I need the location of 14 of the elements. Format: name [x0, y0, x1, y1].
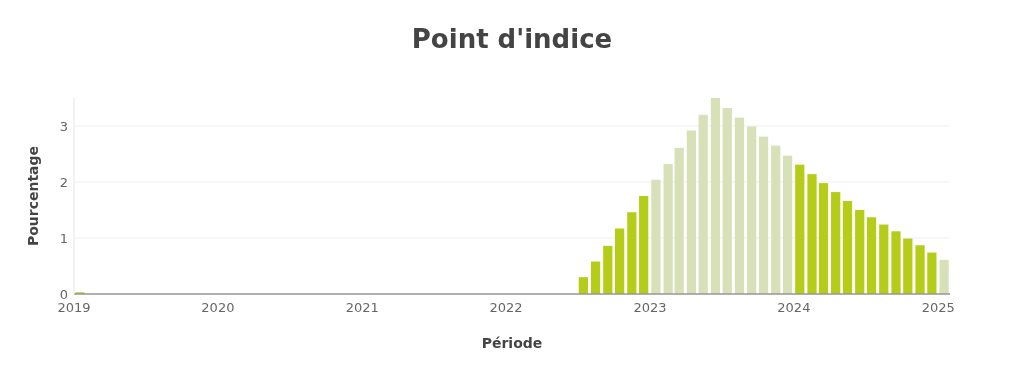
x-tick-label: 2023	[633, 300, 667, 315]
y-tick-label: 2	[59, 174, 68, 190]
x-tick-label: 2020	[201, 300, 235, 315]
chart-title: Point d'indice	[411, 24, 613, 54]
x-tick-label: 2022	[489, 300, 523, 315]
x-tick-label: 2019	[57, 300, 91, 315]
x-tick-label: 2024	[777, 300, 811, 315]
x-tick-label: 2021	[345, 300, 379, 315]
x-tick-label: 2025	[921, 300, 955, 315]
y-tick-label: 1	[59, 230, 68, 246]
y-axis-title: Pourcentage	[25, 145, 41, 247]
y-tick-label: 0	[59, 286, 68, 302]
y-tick-label: 3	[59, 118, 68, 134]
x-axis-title: Période	[481, 335, 543, 351]
